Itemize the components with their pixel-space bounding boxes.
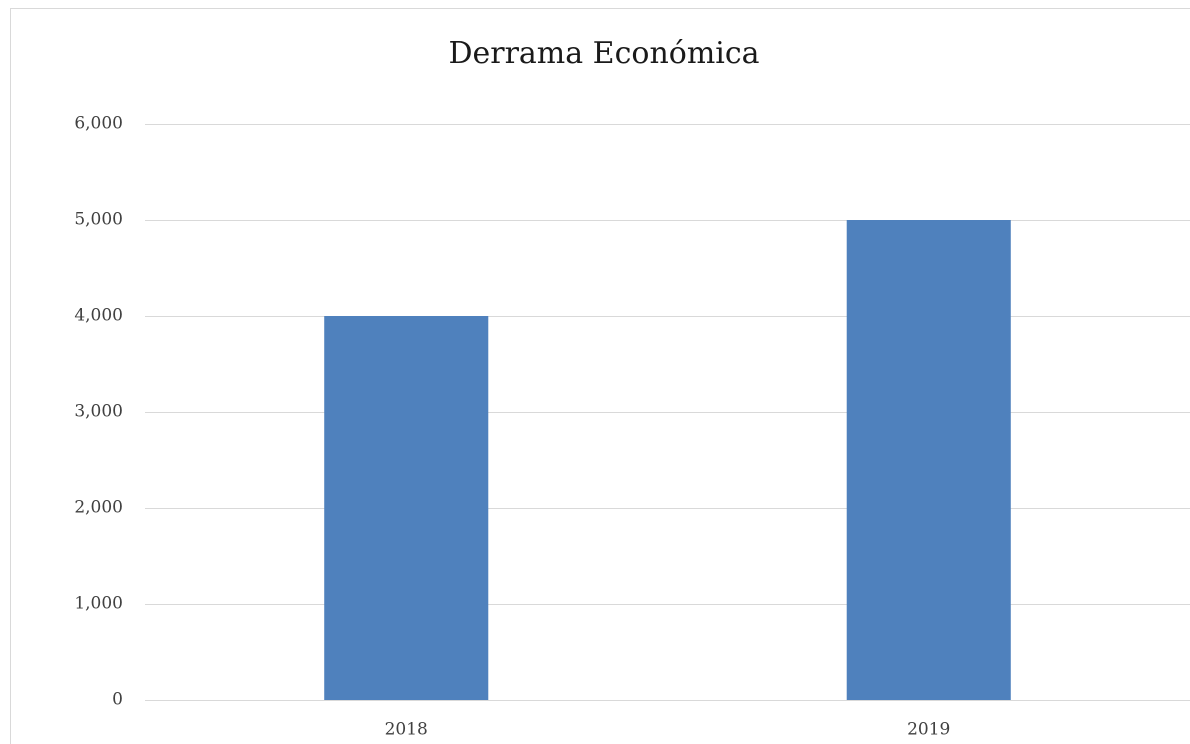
y-tick-label: 0 (112, 690, 123, 710)
chart-title: Derrama Económica (448, 36, 759, 71)
x-tick-label: 2019 (907, 720, 950, 740)
y-tick-label: 6,000 (74, 114, 123, 134)
bar (324, 316, 489, 700)
bar (846, 220, 1011, 700)
x-tick-label: 2018 (385, 720, 428, 740)
y-tick-label: 2,000 (74, 498, 123, 518)
y-tick-label: 3,000 (74, 402, 123, 422)
y-tick-label: 4,000 (74, 306, 123, 326)
chart-border (10, 8, 1190, 744)
y-tick-label: 1,000 (74, 594, 123, 614)
y-tick-label: 5,000 (74, 210, 123, 230)
